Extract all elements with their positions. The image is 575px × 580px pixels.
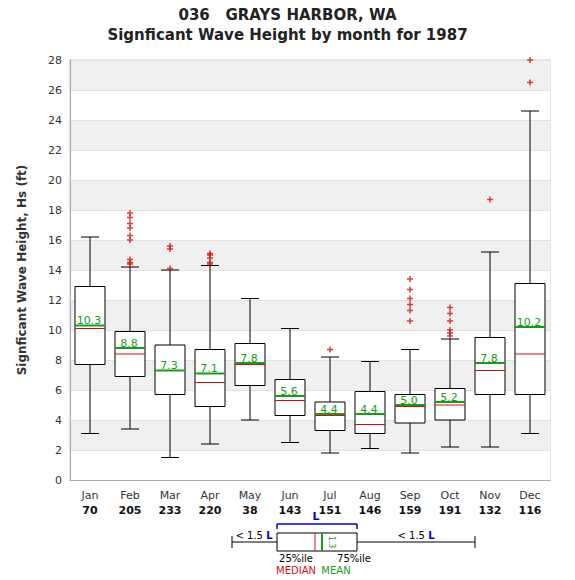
svg-text:Sep: Sep xyxy=(400,489,421,502)
svg-text:0: 0 xyxy=(55,474,62,487)
svg-text:16: 16 xyxy=(48,234,62,247)
svg-text:5.2: 5.2 xyxy=(440,391,458,404)
svg-text:< 1.5: < 1.5 xyxy=(235,530,266,541)
svg-text:12: 12 xyxy=(48,294,62,307)
svg-text:24: 24 xyxy=(48,114,62,127)
svg-text:5.0: 5.0 xyxy=(400,394,418,407)
svg-text:Jan: Jan xyxy=(81,489,99,502)
svg-text:8.8: 8.8 xyxy=(120,337,138,350)
svg-text:143: 143 xyxy=(279,504,302,517)
svg-text:Jul: Jul xyxy=(322,489,336,502)
svg-text:146: 146 xyxy=(359,504,382,517)
svg-text:132: 132 xyxy=(479,504,502,517)
svg-text:10: 10 xyxy=(48,324,62,337)
svg-text:5.6: 5.6 xyxy=(280,385,298,398)
svg-text:L: L xyxy=(266,530,273,541)
svg-text:14: 14 xyxy=(48,264,62,277)
svg-text:MEAN: MEAN xyxy=(321,565,350,576)
svg-text:Signficant Wave Height, Hs (ft: Signficant Wave Height, Hs (ft) xyxy=(15,165,29,376)
svg-text:May: May xyxy=(239,489,262,502)
svg-text:220: 220 xyxy=(199,504,222,517)
svg-text:2: 2 xyxy=(55,444,62,457)
svg-text:7.8: 7.8 xyxy=(480,352,498,365)
svg-text:28: 28 xyxy=(48,54,62,67)
svg-text:10.3: 10.3 xyxy=(77,314,102,327)
svg-text:7.1: 7.1 xyxy=(200,362,218,375)
svg-text:18: 18 xyxy=(48,204,62,217)
svg-text:70: 70 xyxy=(82,504,98,517)
svg-text:233: 233 xyxy=(159,504,182,517)
svg-text:20: 20 xyxy=(48,174,62,187)
svg-text:26: 26 xyxy=(48,84,62,97)
svg-text:Nov: Nov xyxy=(479,489,501,502)
svg-text:Feb: Feb xyxy=(120,489,139,502)
svg-text:Aug: Aug xyxy=(359,489,380,502)
svg-text:MEDIAN: MEDIAN xyxy=(276,565,316,576)
svg-text:Signficant Wave Height by mont: Signficant Wave Height by month for 1987 xyxy=(107,26,467,44)
svg-text:191: 191 xyxy=(439,504,462,517)
svg-text:1.3: 1.3 xyxy=(327,536,336,549)
svg-text:036 GRAYS HARBOR, WA: 036 GRAYS HARBOR, WA xyxy=(178,6,396,24)
svg-text:205: 205 xyxy=(119,504,142,517)
svg-text:4.4: 4.4 xyxy=(320,403,338,416)
svg-text:Oct: Oct xyxy=(440,489,460,502)
svg-text:L: L xyxy=(428,530,435,541)
svg-text:38: 38 xyxy=(242,504,257,517)
svg-text:< 1.5: < 1.5 xyxy=(397,530,428,541)
svg-text:4.4: 4.4 xyxy=(360,403,378,416)
svg-text:7.3: 7.3 xyxy=(160,359,178,372)
svg-text:7.8: 7.8 xyxy=(240,352,258,365)
svg-text:Jun: Jun xyxy=(280,489,298,502)
svg-text:Apr: Apr xyxy=(200,489,220,502)
svg-text:22: 22 xyxy=(48,144,62,157)
svg-text:75%ile: 75%ile xyxy=(337,553,371,564)
svg-text:Mar: Mar xyxy=(160,489,181,502)
svg-text:6: 6 xyxy=(55,384,62,397)
svg-text:L: L xyxy=(312,510,320,523)
svg-text:151: 151 xyxy=(319,504,342,517)
svg-text:Dec: Dec xyxy=(519,489,540,502)
svg-text:10.2: 10.2 xyxy=(517,316,542,329)
svg-text:8: 8 xyxy=(55,354,62,367)
svg-text:4: 4 xyxy=(55,414,62,427)
svg-text:25%ile: 25%ile xyxy=(279,553,313,564)
svg-text:159: 159 xyxy=(399,504,422,517)
svg-text:116: 116 xyxy=(519,504,542,517)
